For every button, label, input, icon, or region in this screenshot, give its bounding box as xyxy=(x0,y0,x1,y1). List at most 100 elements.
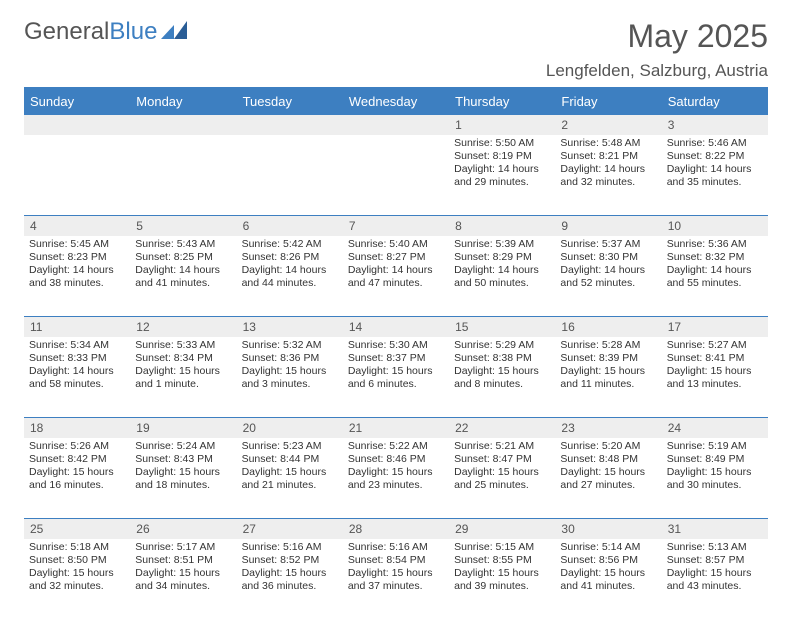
day-number: 9 xyxy=(555,216,661,236)
day-cell: Sunrise: 5:17 AMSunset: 8:51 PMDaylight:… xyxy=(130,539,236,619)
day-cell: Sunrise: 5:22 AMSunset: 8:46 PMDaylight:… xyxy=(343,438,449,518)
sunrise-text: Sunrise: 5:33 AM xyxy=(135,339,231,352)
sunrise-text: Sunrise: 5:29 AM xyxy=(454,339,550,352)
day-number: 15 xyxy=(449,317,555,337)
daylight-text: Daylight: 15 hours and 34 minutes. xyxy=(135,567,231,593)
sunset-text: Sunset: 8:44 PM xyxy=(242,453,338,466)
day-header: Friday xyxy=(555,89,661,114)
daylight-text: Daylight: 14 hours and 35 minutes. xyxy=(667,163,763,189)
day-number: 1 xyxy=(449,115,555,135)
day-number: 17 xyxy=(662,317,768,337)
sunset-text: Sunset: 8:57 PM xyxy=(667,554,763,567)
day-cell: Sunrise: 5:42 AMSunset: 8:26 PMDaylight:… xyxy=(237,236,343,316)
day-cell: Sunrise: 5:40 AMSunset: 8:27 PMDaylight:… xyxy=(343,236,449,316)
daylight-text: Daylight: 14 hours and 47 minutes. xyxy=(348,264,444,290)
sunrise-text: Sunrise: 5:19 AM xyxy=(667,440,763,453)
daylight-text: Daylight: 15 hours and 25 minutes. xyxy=(454,466,550,492)
day-header: Tuesday xyxy=(237,89,343,114)
sunset-text: Sunset: 8:25 PM xyxy=(135,251,231,264)
sunset-text: Sunset: 8:55 PM xyxy=(454,554,550,567)
day-cell: Sunrise: 5:18 AMSunset: 8:50 PMDaylight:… xyxy=(24,539,130,619)
day-header: Wednesday xyxy=(343,89,449,114)
day-number: 14 xyxy=(343,317,449,337)
daylight-text: Daylight: 15 hours and 37 minutes. xyxy=(348,567,444,593)
daylight-text: Daylight: 15 hours and 36 minutes. xyxy=(242,567,338,593)
day-cell: Sunrise: 5:33 AMSunset: 8:34 PMDaylight:… xyxy=(130,337,236,417)
day-cell: Sunrise: 5:27 AMSunset: 8:41 PMDaylight:… xyxy=(662,337,768,417)
daylight-text: Daylight: 15 hours and 6 minutes. xyxy=(348,365,444,391)
day-cell: Sunrise: 5:23 AMSunset: 8:44 PMDaylight:… xyxy=(237,438,343,518)
day-number: 13 xyxy=(237,317,343,337)
daylight-text: Daylight: 15 hours and 27 minutes. xyxy=(560,466,656,492)
sunrise-text: Sunrise: 5:42 AM xyxy=(242,238,338,251)
day-cell: Sunrise: 5:32 AMSunset: 8:36 PMDaylight:… xyxy=(237,337,343,417)
sunrise-text: Sunrise: 5:14 AM xyxy=(560,541,656,554)
day-cell: Sunrise: 5:39 AMSunset: 8:29 PMDaylight:… xyxy=(449,236,555,316)
day-cell: Sunrise: 5:45 AMSunset: 8:23 PMDaylight:… xyxy=(24,236,130,316)
day-cell xyxy=(130,135,236,215)
sunrise-text: Sunrise: 5:45 AM xyxy=(29,238,125,251)
day-cell: Sunrise: 5:50 AMSunset: 8:19 PMDaylight:… xyxy=(449,135,555,215)
day-number-row: 11121314151617 xyxy=(24,316,768,337)
sunset-text: Sunset: 8:52 PM xyxy=(242,554,338,567)
day-number xyxy=(24,115,130,135)
daylight-text: Daylight: 15 hours and 1 minute. xyxy=(135,365,231,391)
day-cell: Sunrise: 5:16 AMSunset: 8:52 PMDaylight:… xyxy=(237,539,343,619)
day-number-row: 45678910 xyxy=(24,215,768,236)
daylight-text: Daylight: 15 hours and 23 minutes. xyxy=(348,466,444,492)
logo-icon xyxy=(161,18,187,46)
sunrise-text: Sunrise: 5:24 AM xyxy=(135,440,231,453)
day-cell: Sunrise: 5:13 AMSunset: 8:57 PMDaylight:… xyxy=(662,539,768,619)
sunset-text: Sunset: 8:39 PM xyxy=(560,352,656,365)
day-number-row: 123 xyxy=(24,114,768,135)
sunset-text: Sunset: 8:27 PM xyxy=(348,251,444,264)
sunrise-text: Sunrise: 5:46 AM xyxy=(667,137,763,150)
day-number: 27 xyxy=(237,519,343,539)
day-number: 20 xyxy=(237,418,343,438)
calendar: SundayMondayTuesdayWednesdayThursdayFrid… xyxy=(24,87,768,619)
day-header: Saturday xyxy=(662,89,768,114)
sunset-text: Sunset: 8:47 PM xyxy=(454,453,550,466)
day-cell: Sunrise: 5:48 AMSunset: 8:21 PMDaylight:… xyxy=(555,135,661,215)
sunrise-text: Sunrise: 5:15 AM xyxy=(454,541,550,554)
day-number: 10 xyxy=(662,216,768,236)
sunset-text: Sunset: 8:43 PM xyxy=(135,453,231,466)
sunrise-text: Sunrise: 5:32 AM xyxy=(242,339,338,352)
day-number: 3 xyxy=(662,115,768,135)
sunset-text: Sunset: 8:48 PM xyxy=(560,453,656,466)
day-cell: Sunrise: 5:16 AMSunset: 8:54 PMDaylight:… xyxy=(343,539,449,619)
daylight-text: Daylight: 15 hours and 13 minutes. xyxy=(667,365,763,391)
weeks-container: 123Sunrise: 5:50 AMSunset: 8:19 PMDaylig… xyxy=(24,114,768,619)
day-cell: Sunrise: 5:36 AMSunset: 8:32 PMDaylight:… xyxy=(662,236,768,316)
daylight-text: Daylight: 15 hours and 39 minutes. xyxy=(454,567,550,593)
week-row: Sunrise: 5:45 AMSunset: 8:23 PMDaylight:… xyxy=(24,236,768,316)
day-cell: Sunrise: 5:28 AMSunset: 8:39 PMDaylight:… xyxy=(555,337,661,417)
day-number-row: 18192021222324 xyxy=(24,417,768,438)
daylight-text: Daylight: 15 hours and 8 minutes. xyxy=(454,365,550,391)
sunrise-text: Sunrise: 5:43 AM xyxy=(135,238,231,251)
sunset-text: Sunset: 8:41 PM xyxy=(667,352,763,365)
day-number: 31 xyxy=(662,519,768,539)
sunrise-text: Sunrise: 5:16 AM xyxy=(242,541,338,554)
sunrise-text: Sunrise: 5:16 AM xyxy=(348,541,444,554)
sunset-text: Sunset: 8:33 PM xyxy=(29,352,125,365)
sunrise-text: Sunrise: 5:23 AM xyxy=(242,440,338,453)
day-cell: Sunrise: 5:34 AMSunset: 8:33 PMDaylight:… xyxy=(24,337,130,417)
daylight-text: Daylight: 14 hours and 41 minutes. xyxy=(135,264,231,290)
daylight-text: Daylight: 15 hours and 43 minutes. xyxy=(667,567,763,593)
sunrise-text: Sunrise: 5:21 AM xyxy=(454,440,550,453)
sunset-text: Sunset: 8:34 PM xyxy=(135,352,231,365)
daylight-text: Daylight: 14 hours and 50 minutes. xyxy=(454,264,550,290)
day-cell: Sunrise: 5:46 AMSunset: 8:22 PMDaylight:… xyxy=(662,135,768,215)
sunrise-text: Sunrise: 5:20 AM xyxy=(560,440,656,453)
day-number: 29 xyxy=(449,519,555,539)
day-number: 7 xyxy=(343,216,449,236)
day-number: 28 xyxy=(343,519,449,539)
day-cell: Sunrise: 5:15 AMSunset: 8:55 PMDaylight:… xyxy=(449,539,555,619)
sunrise-text: Sunrise: 5:34 AM xyxy=(29,339,125,352)
logo-text-2: Blue xyxy=(109,18,157,46)
sunset-text: Sunset: 8:30 PM xyxy=(560,251,656,264)
day-number: 11 xyxy=(24,317,130,337)
sunset-text: Sunset: 8:22 PM xyxy=(667,150,763,163)
day-number: 18 xyxy=(24,418,130,438)
